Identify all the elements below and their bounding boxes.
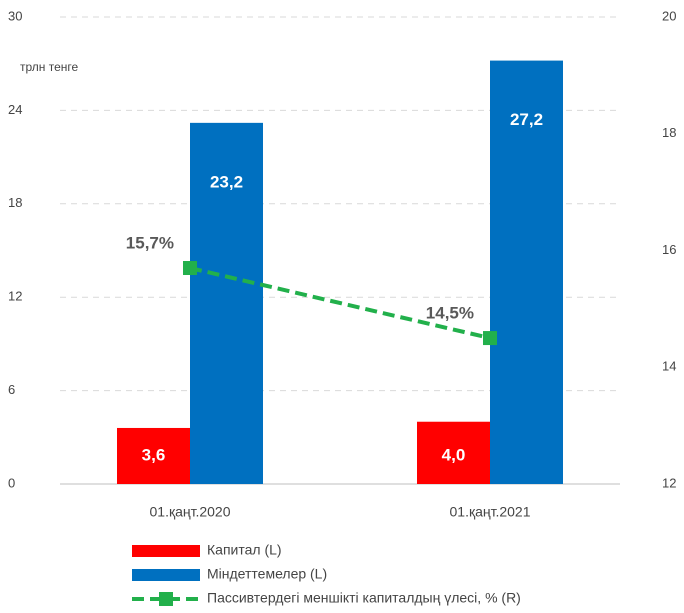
- value-label: 15,7%: [126, 233, 174, 252]
- y-tick-label: 6: [8, 382, 15, 397]
- x-tick-label: 01.қаңт.2021: [450, 504, 531, 520]
- legend-label: Капитал (L): [207, 542, 282, 558]
- legend-label: Пассивтердегі меншікті капиталдың үлесі,…: [207, 590, 521, 606]
- y-tick-label: 0: [8, 475, 15, 490]
- y2-tick-label: 12: [662, 475, 676, 490]
- bar: [190, 122, 263, 484]
- value-label: 27,2: [510, 110, 543, 129]
- value-label: 14,5%: [426, 304, 474, 323]
- y-tick-label: 24: [8, 102, 22, 117]
- bar: [117, 427, 190, 484]
- legend-label: Міндеттемелер (L): [207, 566, 327, 582]
- y2-tick-label: 20: [662, 8, 676, 23]
- y-tick-label: 18: [8, 195, 22, 210]
- y-axis-label: трлн тенге: [20, 60, 78, 74]
- legend-swatch: [132, 569, 200, 581]
- y2-tick-label: 14: [662, 359, 676, 374]
- legend-swatch-marker: [159, 592, 173, 606]
- y-tick-label: 12: [8, 289, 22, 304]
- line: [189, 266, 491, 341]
- value-label: 4,0: [442, 445, 466, 464]
- y-tick-label: 30: [8, 8, 22, 23]
- y2-tick-label: 16: [662, 242, 676, 257]
- bar: [490, 60, 563, 484]
- line-marker: [483, 331, 497, 346]
- legend-swatch: [132, 545, 200, 557]
- value-label: 23,2: [210, 172, 243, 191]
- x-tick-label: 01.қаңт.2020: [150, 504, 231, 520]
- bar: [417, 421, 490, 484]
- y2-tick-label: 18: [662, 125, 676, 140]
- line-marker: [183, 261, 197, 276]
- value-label: 3,6: [142, 445, 166, 464]
